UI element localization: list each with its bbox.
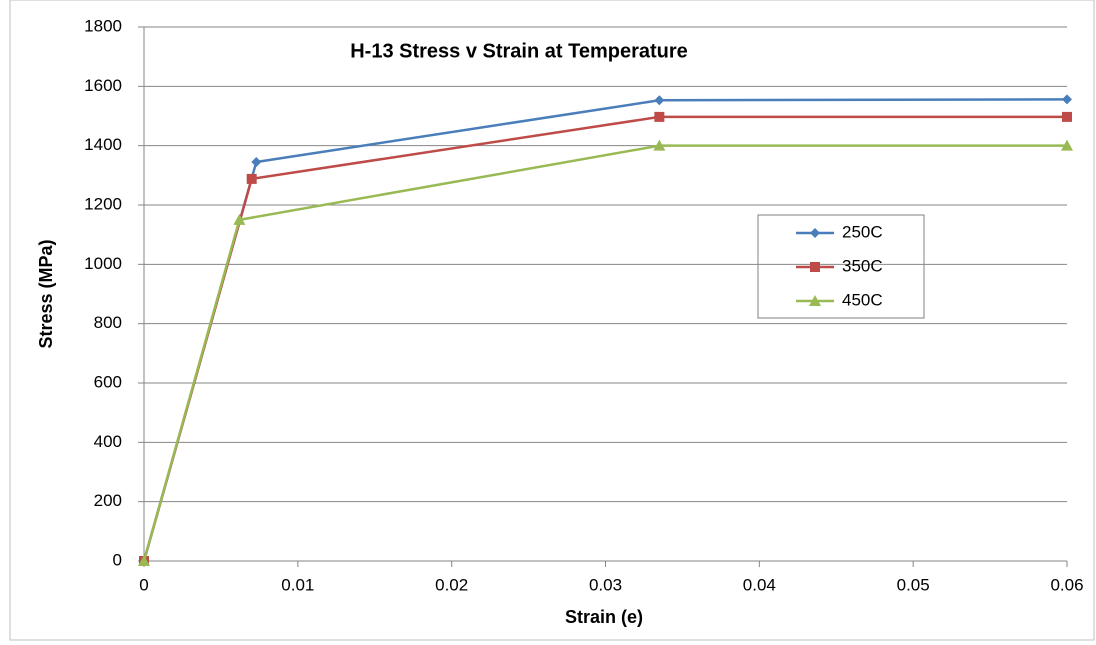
- legend-box: [757, 214, 925, 319]
- legend-marker: [810, 262, 820, 272]
- marker: [654, 95, 665, 106]
- y-axis-title: Stress (MPa): [36, 239, 56, 348]
- y-tick-label: 600: [94, 372, 122, 391]
- legend-marker: [809, 295, 821, 306]
- y-tick-label: 1800: [84, 16, 122, 35]
- x-tick-label: 0.06: [1050, 575, 1083, 594]
- y-tick-label: 1600: [84, 76, 122, 95]
- series-line: [142, 144, 1067, 562]
- marker: [1062, 111, 1072, 122]
- y-tick-label: 400: [94, 432, 122, 451]
- legend-marker: [810, 228, 820, 238]
- x-axis-title: Strain (e): [565, 607, 643, 627]
- x-tick-label: 0.02: [435, 575, 468, 594]
- x-tick-label: 0: [139, 575, 148, 594]
- marker: [138, 555, 150, 566]
- marker: [654, 111, 665, 122]
- y-tick-label: 1000: [84, 254, 122, 273]
- marker: [251, 156, 262, 167]
- y-tick-label: 800: [94, 313, 122, 332]
- x-tick-label: 0.03: [589, 575, 622, 594]
- marker: [233, 213, 246, 225]
- x-tick-label: 0.05: [897, 575, 930, 594]
- y-tick-label: 200: [94, 491, 122, 510]
- x-tick-label: 0.04: [743, 575, 776, 594]
- marker: [246, 173, 257, 184]
- chart-frame: [9, 0, 1095, 641]
- y-tick-label: 1400: [84, 135, 122, 154]
- legend-label: 350C: [842, 256, 883, 275]
- y-tick-label: 0: [113, 550, 122, 569]
- marker: [1061, 139, 1073, 151]
- marker: [653, 139, 666, 151]
- legend-label: 450C: [842, 290, 883, 309]
- chart-title: H-13 Stress v Strain at Temperature: [350, 40, 688, 62]
- marker: [1062, 94, 1072, 105]
- x-tick-label: 0.01: [281, 575, 314, 594]
- y-tick-label: 1200: [84, 194, 122, 213]
- legend-label: 250C: [842, 222, 883, 241]
